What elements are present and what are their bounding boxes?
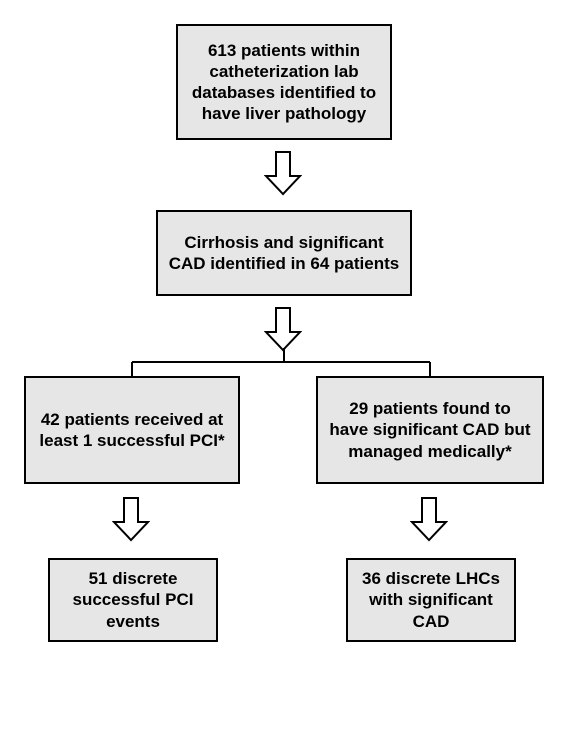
flowchart-canvas: 613 patients within catheterization lab … [0,0,568,752]
flow-split-connector [0,0,568,752]
